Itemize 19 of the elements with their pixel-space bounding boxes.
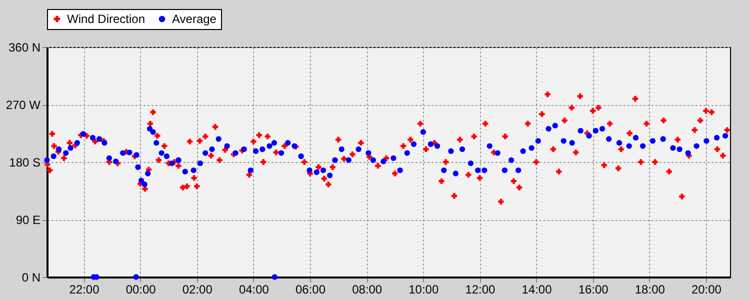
x-tick-label: 20:00 xyxy=(691,282,722,296)
x-tick-label: 06:00 xyxy=(296,282,326,296)
x-tick-label: 04:00 xyxy=(238,282,270,296)
y-tick-label: 90 E xyxy=(16,213,40,227)
x-tick-label: 00:00 xyxy=(126,282,156,296)
x-tick-label: 10:00 xyxy=(408,282,439,296)
x-tick-label: 18:00 xyxy=(634,282,666,296)
x-tick-label: 08:00 xyxy=(352,282,382,296)
x-tick-label: 22:00 xyxy=(69,282,100,296)
x-tick-label: 14:00 xyxy=(522,282,552,296)
x-tick-label: 12:00 xyxy=(465,282,496,296)
y-tick-label: 360 N xyxy=(8,40,40,54)
y-tick-label: 0 N xyxy=(22,270,40,284)
x-tick-label: 16:00 xyxy=(578,282,609,296)
y-tick-label: 180 S xyxy=(9,156,40,170)
y-tick-label: 270 W xyxy=(6,98,42,112)
legend-label: Wind Direction xyxy=(67,12,146,26)
legend-label: Average xyxy=(172,12,217,26)
x-tick-label: 02:00 xyxy=(182,282,213,296)
